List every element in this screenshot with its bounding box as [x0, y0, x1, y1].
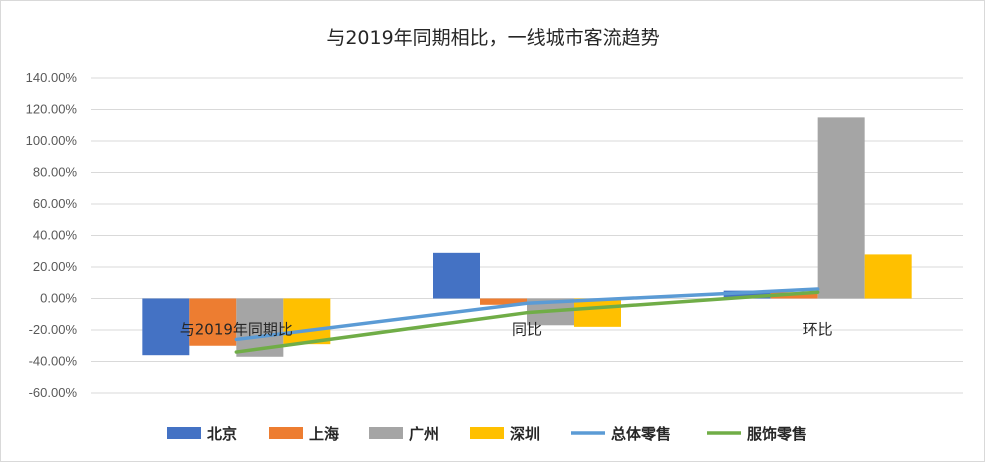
bar: [574, 298, 621, 327]
series-line: [234, 287, 820, 342]
legend-swatch: [269, 427, 303, 439]
y-axis: -60.00% -40.00% -20.00% 0.00% 20.00% 40.00% 60…: [26, 70, 78, 400]
y-tick-label: 100.00%: [26, 133, 78, 148]
bar: [817, 117, 865, 299]
x-category-label: 环比: [803, 321, 833, 339]
bar: [864, 254, 912, 299]
y-tick-label: 40.00%: [33, 228, 78, 243]
series-line: [234, 290, 820, 354]
bar: [189, 298, 237, 346]
y-tick-label: 0.00%: [40, 291, 77, 306]
category-labels: 与2019年同期比 同比 环比: [180, 321, 833, 339]
legend-label: 服饰零售: [747, 425, 807, 443]
lines: [234, 287, 820, 354]
legend-label: 广州: [409, 425, 439, 443]
bar: [480, 298, 527, 305]
y-tick-label: -20.00%: [29, 322, 78, 337]
y-tick-label: -40.00%: [29, 354, 78, 369]
x-category-label: 同比: [512, 321, 542, 339]
x-category-label: 与2019年同期比: [180, 321, 293, 339]
legend-swatch: [369, 427, 403, 439]
bar: [433, 252, 480, 299]
legend-label: 深圳: [510, 425, 540, 443]
y-tick-label: 80.00%: [33, 165, 78, 180]
y-tick-label: 20.00%: [33, 259, 78, 274]
y-tick-label: 140.00%: [26, 70, 78, 85]
bar: [142, 298, 190, 356]
legend-label: 总体零售: [611, 425, 671, 443]
y-tick-label: 120.00%: [26, 102, 78, 117]
legend-swatch: [470, 427, 504, 439]
bar: [283, 298, 331, 345]
y-tick-label: -60.00%: [29, 385, 78, 400]
chart-title: 与2019年同期相比，一线城市客流趋势: [326, 27, 659, 49]
bar: [723, 290, 771, 299]
legend: 北京 上海 广州 深圳 总体零售 服饰零售: [167, 425, 807, 443]
legend-swatch: [167, 427, 201, 439]
legend-label: 北京: [207, 425, 237, 443]
y-tick-label: 60.00%: [33, 196, 78, 211]
legend-label: 上海: [309, 425, 339, 443]
bars: [142, 117, 912, 357]
